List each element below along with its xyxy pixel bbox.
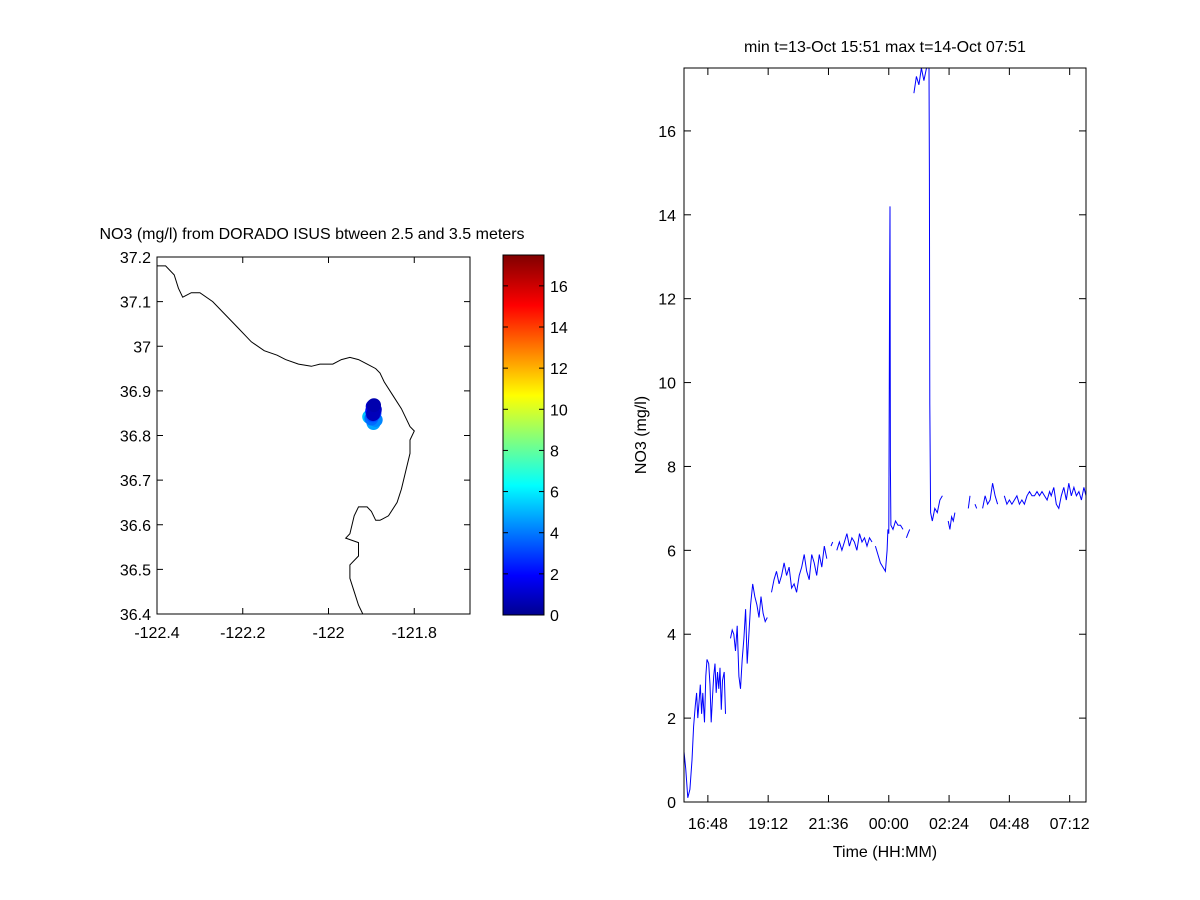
map-x-tick-label: -122: [312, 625, 344, 642]
colorbar-ticks: 0 2 4 6 8 10 12 14 16: [503, 279, 568, 625]
timeseries-line-segment: [836, 533, 873, 553]
timeseries-line-segment: [913, 68, 943, 522]
timeseries-ticks: 16:48 19:12 21:36 00:00 02:24 04:48 07:12 0 2 4 6 8…: [658, 68, 1090, 833]
colorbar-tick-label: 8: [550, 443, 559, 460]
colorbar: 0 2 4 6 8 10 12 14 16: [502, 254, 568, 625]
timeseries-x-tick-label: 21:36: [808, 816, 848, 833]
timeseries-x-tick-label: 19:12: [748, 816, 788, 833]
timeseries-y-tick-label: 16: [658, 124, 676, 141]
timeseries-line-segment: [967, 495, 971, 509]
timeseries-y-tick-label: 14: [658, 208, 676, 225]
timeseries-y-tick-label: 2: [667, 711, 676, 728]
timeseries-y-tick-label: 4: [667, 627, 676, 644]
timeseries-line-segment: [905, 529, 911, 538]
timeseries-line-segment: [830, 541, 834, 547]
map-y-tick-label: 36.5: [120, 562, 151, 579]
timeseries-panel: min t=13-Oct 15:51 max t=14-Oct 07:51 16…: [633, 39, 1090, 861]
timeseries-line-segment: [1003, 483, 1086, 510]
timeseries-title: min t=13-Oct 15:51 max t=14-Oct 07:51: [744, 39, 1026, 56]
timeseries-x-tick-label: 07:12: [1050, 816, 1090, 833]
timeseries-line-segment: [947, 512, 956, 530]
timeseries-y-tick-label: 12: [658, 292, 676, 309]
timeseries-line-segment: [982, 483, 999, 509]
timeseries-line-segment: [974, 504, 978, 509]
timeseries-x-tick-label: 04:48: [989, 816, 1029, 833]
map-y-tick-label: 36.7: [120, 473, 151, 490]
timeseries-y-tick-label: 6: [667, 543, 676, 560]
map-title: NO3 (mg/l) from DORADO ISUS btween 2.5 a…: [99, 226, 524, 243]
timeseries-line-segment: [684, 659, 726, 798]
map-y-tick-label: 36.9: [120, 384, 151, 401]
timeseries-xlabel: Time (HH:MM): [833, 844, 937, 861]
colorbar-tick-label: 14: [550, 320, 568, 337]
colorbar-tick-label: 6: [550, 485, 559, 502]
timeseries-lines: [684, 68, 1086, 798]
colorbar-tick-label: 10: [550, 402, 568, 419]
timeseries-x-tick-label: 16:48: [688, 816, 728, 833]
map-y-tick-label: 37.1: [120, 295, 151, 312]
colorbar-gradient: [502, 254, 545, 616]
colorbar-tick-label: 4: [550, 526, 559, 543]
colorbar-tick-label: 2: [550, 567, 559, 584]
timeseries-line-segment: [874, 206, 904, 573]
map-y-tick-label: 36.4: [120, 607, 151, 624]
map-x-tick-label: -122.4: [134, 625, 179, 642]
map-ticks: -122.4 -122.2 -122 -121.8 36.4 36.5 36.6 36.7 36…: [120, 250, 470, 642]
map-y-tick-label: 36.6: [120, 518, 151, 535]
map-points: [362, 398, 383, 430]
timeseries-y-tick-label: 0: [667, 795, 676, 812]
timeseries-y-tick-label: 8: [667, 459, 676, 476]
coastline: [157, 265, 415, 614]
map-x-tick-label: -121.8: [392, 625, 437, 642]
timeseries-ylabel: NO3 (mg/l): [633, 396, 650, 474]
map-panel: NO3 (mg/l) from DORADO ISUS btween 2.5 a…: [99, 226, 524, 642]
map-point: [367, 398, 381, 413]
map-y-tick-label: 36.8: [120, 429, 151, 446]
map-y-tick-label: 37.2: [120, 250, 151, 267]
map-x-tick-label: -122.2: [220, 625, 265, 642]
map-y-tick-label: 37: [133, 339, 151, 356]
colorbar-tick-label: 12: [550, 361, 568, 378]
timeseries-line-segment: [771, 546, 828, 593]
timeseries-x-tick-label: 00:00: [869, 816, 909, 833]
colorbar-tick-label: 16: [550, 279, 568, 296]
colorbar-tick-label: 0: [550, 608, 559, 625]
timeseries-axes-frame: [683, 67, 1087, 803]
map-axes-background: [157, 257, 470, 614]
timeseries-y-tick-label: 10: [658, 376, 676, 393]
timeseries-line-segment: [730, 583, 768, 689]
timeseries-x-tick-label: 02:24: [929, 816, 969, 833]
